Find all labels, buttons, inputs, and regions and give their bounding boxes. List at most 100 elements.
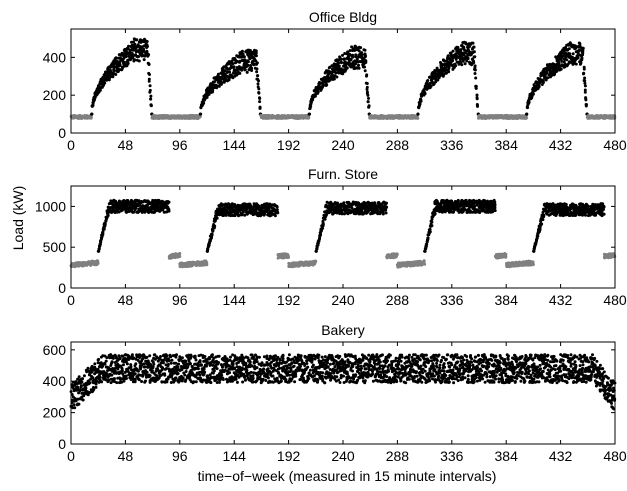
data-point (256, 74, 260, 78)
figure-xlabel: time−of−week (measured in 15 minute inte… (198, 468, 497, 484)
data-point (363, 48, 367, 52)
data-point (342, 201, 346, 205)
data-point (583, 76, 587, 80)
data-point (333, 62, 337, 66)
data-point (308, 105, 312, 109)
y-tick-label: 200 (43, 87, 67, 103)
data-point (255, 61, 259, 65)
data-point (578, 48, 582, 52)
data-point (205, 261, 209, 265)
data-point (149, 103, 153, 107)
data-point (345, 66, 349, 70)
data-point (256, 82, 260, 86)
data-point (109, 69, 113, 73)
data-point (92, 98, 96, 102)
data-point (243, 68, 247, 72)
data-point (307, 112, 311, 116)
data-point (311, 98, 315, 102)
data-point (258, 96, 261, 100)
data-point (89, 115, 93, 119)
data-point (430, 224, 434, 228)
data-point (428, 227, 432, 231)
data-point (131, 56, 135, 60)
data-point (232, 65, 236, 69)
data-point (149, 97, 153, 101)
data-point (238, 71, 242, 75)
data-point (451, 49, 455, 53)
data-point (115, 56, 119, 60)
data-point (365, 85, 369, 89)
data-point (585, 103, 588, 107)
data-point (360, 54, 364, 58)
data-point (240, 213, 244, 217)
data-point (103, 81, 107, 85)
x-tick-label: 144 (223, 137, 247, 153)
x-tick-label: 240 (331, 137, 355, 153)
data-point (430, 217, 434, 221)
x-tick-label: 192 (277, 137, 301, 153)
data-point (342, 57, 346, 61)
data-point (222, 77, 225, 81)
data-point (146, 44, 149, 48)
data-point (273, 214, 277, 218)
data-point (126, 62, 130, 65)
data-point (337, 64, 341, 68)
data-point (111, 75, 115, 79)
data-point (335, 75, 339, 79)
panel-title: Furn. Store (308, 166, 378, 182)
data-point (349, 57, 353, 61)
data-point (475, 103, 479, 107)
data-point (473, 64, 477, 68)
data-point (91, 101, 95, 105)
data-point (582, 67, 586, 71)
data-point (231, 76, 235, 80)
data-point (257, 87, 261, 91)
data-point (472, 45, 476, 49)
data-point (422, 261, 426, 265)
data-point (258, 100, 262, 104)
data-point (118, 64, 122, 68)
data-point (147, 79, 151, 83)
data-point (334, 71, 338, 75)
data-point (321, 221, 325, 225)
data-point (581, 46, 585, 50)
data-point (440, 66, 444, 70)
data-point (250, 69, 254, 72)
data-point (325, 83, 329, 87)
data-point (287, 255, 290, 259)
data-point (240, 49, 244, 53)
data-point (462, 45, 466, 49)
data-point (257, 91, 261, 94)
data-point (341, 53, 344, 57)
data-point (215, 216, 219, 220)
x-tick-label: 432 (549, 137, 573, 153)
data-point (124, 55, 128, 59)
data-point (526, 106, 530, 109)
data-point (384, 208, 388, 212)
data-point (336, 201, 339, 205)
data-point (366, 100, 370, 104)
data-point (357, 49, 361, 53)
data-point (106, 213, 110, 217)
data-point (463, 62, 467, 66)
data-point (559, 67, 563, 71)
data-point (416, 116, 420, 120)
data-point (246, 63, 250, 67)
data-point (584, 97, 588, 101)
data-point (574, 62, 578, 66)
data-point (211, 88, 215, 92)
data-point (466, 56, 470, 60)
data-point (228, 70, 232, 74)
data-point (321, 84, 325, 88)
x-tick-label: 384 (495, 137, 519, 153)
data-point (216, 72, 220, 76)
data-point (565, 58, 569, 62)
data-point (103, 224, 107, 228)
data-point (91, 103, 95, 107)
data-point (426, 79, 430, 82)
data-point (557, 61, 561, 65)
data-point (351, 55, 355, 59)
